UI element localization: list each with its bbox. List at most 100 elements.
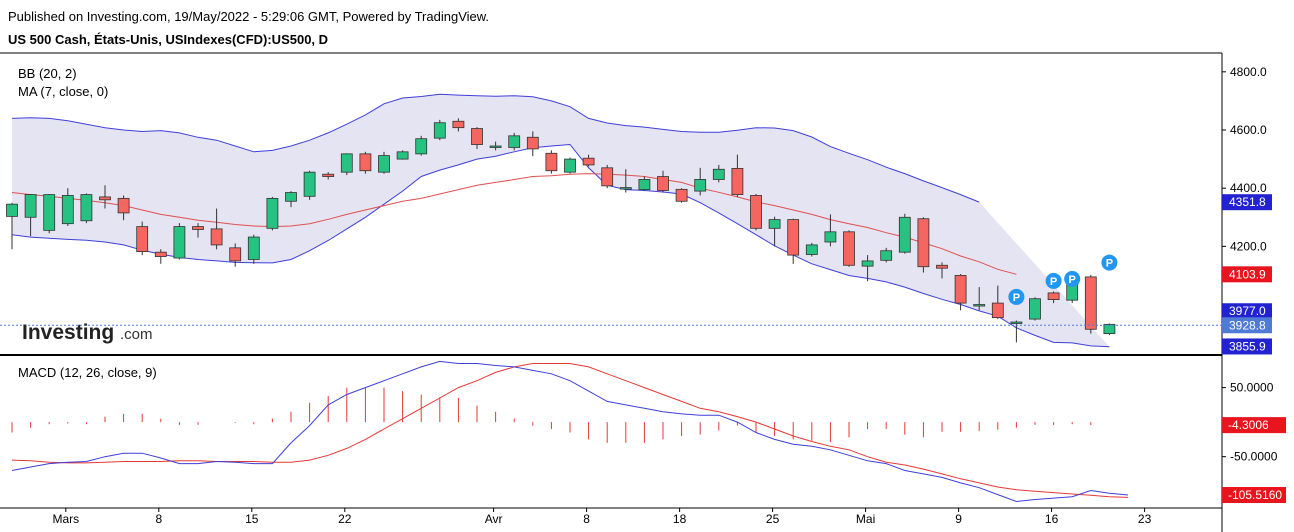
candle-body (210, 228, 223, 246)
time-axis-label: 18 (673, 512, 687, 526)
candle-body (564, 158, 576, 173)
candle-body (415, 138, 428, 155)
candle (154, 249, 167, 264)
bb-band-fill (12, 94, 1110, 347)
candle (266, 196, 279, 231)
candle (489, 141, 502, 151)
candle-body (285, 192, 297, 202)
candle (396, 150, 409, 160)
candle-body (750, 195, 762, 229)
candle (43, 194, 56, 234)
event-marker: P (1045, 272, 1062, 289)
candle-body (601, 167, 614, 187)
event-marker-dot (1064, 270, 1081, 287)
candle (303, 170, 316, 200)
candle-body (1010, 321, 1023, 324)
time-axis-label: 9 (955, 512, 962, 526)
candle (229, 243, 242, 267)
candle (936, 262, 948, 279)
candle-body (378, 155, 390, 173)
candle (378, 151, 390, 174)
macd-tag-label: -4.3006 (1228, 418, 1269, 432)
candle (471, 127, 483, 149)
investing-logo-brand: Investing (22, 321, 114, 344)
event-marker: P (1064, 270, 1081, 287)
candle-body (322, 173, 335, 177)
price-tag: 4351.8 (1222, 194, 1272, 211)
price-tag-bg (1222, 317, 1272, 334)
candle-body (452, 120, 465, 129)
candle (1047, 291, 1060, 304)
price-tag-label: 3977.0 (1229, 304, 1266, 318)
candle (843, 230, 855, 267)
candle (694, 167, 707, 196)
price-axis-label: 4600.0 (1230, 123, 1267, 137)
candle-body (471, 128, 483, 145)
candle-body (619, 187, 632, 190)
candle-body (229, 247, 242, 262)
candle (508, 132, 521, 151)
candle-body (61, 195, 74, 225)
time-axis-label: Avr (485, 512, 503, 526)
candle (99, 185, 111, 209)
candle (6, 202, 18, 250)
candle-body (712, 168, 725, 180)
candle-body (991, 302, 1004, 319)
price-tag-bg (1222, 194, 1272, 211)
candle (638, 176, 651, 192)
bb-basis-line (11, 173, 1017, 275)
candle-body (638, 179, 651, 191)
event-marker-letter: P (1050, 276, 1057, 288)
axis-layer: 4800.0 4600.0 4400.0 4200.0 4351.8 4103.9 3977… (52, 65, 1286, 526)
candle-body (43, 194, 56, 231)
event-marker-dot (1045, 272, 1062, 289)
candle (136, 221, 149, 256)
candle-body (1029, 298, 1041, 320)
candle-body (508, 135, 521, 148)
candle (80, 193, 93, 224)
candle-body (545, 152, 558, 172)
candle (192, 223, 204, 238)
time-axis-label: 23 (1138, 512, 1152, 526)
candle (117, 195, 130, 221)
time-axis-label: 8 (583, 512, 590, 526)
macd-panel (11, 360, 1129, 503)
candle (433, 119, 446, 141)
candle (1029, 297, 1041, 321)
candle (61, 188, 74, 226)
candle-body (1047, 292, 1060, 300)
candle-body (99, 196, 111, 201)
price-tag: 3855.9 (1222, 338, 1272, 355)
investing-logo-suffix: .com (120, 326, 153, 343)
macd-tag-bg (1222, 417, 1286, 434)
candle-body (694, 179, 707, 192)
time-axis-label: 15 (245, 512, 259, 526)
candle-body (80, 194, 93, 222)
candle-body (433, 122, 446, 139)
candle-body (117, 197, 130, 214)
price-tag: 3928.8 (1222, 317, 1272, 334)
instrument-title: US 500 Cash, États-Unis, USIndexes(CFD):… (8, 32, 329, 47)
macd-tag: -105.5160 (1222, 486, 1286, 503)
price-tag-bg (1222, 338, 1272, 355)
time-axis-label: Mai (856, 512, 875, 526)
candle (210, 208, 223, 250)
price-tag-label: 3855.9 (1229, 339, 1266, 353)
price-tag-label: 3928.8 (1229, 318, 1266, 332)
macd-axis-label: 50.0000 (1230, 381, 1274, 395)
price-tag: 4103.9 (1222, 266, 1272, 283)
candle (526, 131, 539, 157)
candle (750, 194, 762, 231)
price-tag: 3977.0 (1222, 303, 1272, 320)
candle (954, 274, 967, 311)
time-axis-label: 16 (1045, 512, 1059, 526)
candle-body (192, 226, 204, 230)
candle-body (582, 157, 595, 166)
candle-body (266, 197, 279, 229)
candle (861, 255, 874, 282)
candle (322, 172, 335, 180)
candle-body (843, 231, 855, 266)
candle (991, 285, 1004, 320)
published-caption: Published on Investing.com, 19/May/2022 … (8, 9, 490, 24)
candle-body (768, 219, 781, 229)
